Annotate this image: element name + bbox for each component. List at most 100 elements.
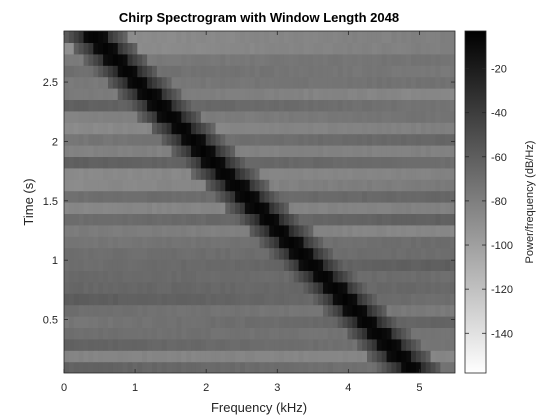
heatmap-cell [147,88,152,100]
heatmap-cell [98,54,103,66]
heatmap-cell [137,168,142,180]
heatmap-cell [74,225,79,237]
heatmap-cell [279,202,284,214]
heatmap-cell [240,168,245,180]
heatmap-cell [343,145,348,157]
heatmap-cell [284,77,289,89]
heatmap-cell [162,339,167,351]
heatmap-cell [313,99,318,111]
heatmap-cell [211,350,216,362]
heatmap-cell [240,282,245,294]
heatmap-cell [347,42,352,54]
heatmap-cell [108,213,113,225]
heatmap-cell [172,77,177,89]
heatmap-cell [391,316,396,328]
heatmap-cell [235,54,240,66]
heatmap-cell [181,54,186,66]
heatmap-cell [172,259,177,271]
heatmap-cell [382,156,387,168]
heatmap-cell [206,202,211,214]
heatmap-cell [426,179,431,191]
heatmap-cell [235,31,240,43]
heatmap-cell [132,54,137,66]
heatmap-cell [64,111,69,123]
heatmap-cell [118,54,123,66]
heatmap-cell [323,362,328,374]
heatmap-cell [328,77,333,89]
heatmap-cell [132,179,137,191]
heatmap-cell [382,339,387,351]
heatmap-cell [167,77,172,89]
heatmap-cell [103,179,108,191]
heatmap-cell [328,65,333,77]
heatmap-cell [431,88,436,100]
heatmap-cell [69,327,74,339]
heatmap-cell [93,259,98,271]
heatmap-cell [391,305,396,317]
heatmap-cell [431,270,436,282]
heatmap-cell [118,179,123,191]
heatmap-cell [74,122,79,134]
heatmap-cell [411,236,416,248]
heatmap-cell [132,122,137,134]
heatmap-cell [387,42,392,54]
heatmap-cell [152,202,157,214]
heatmap-cell [147,202,152,214]
heatmap-cell [308,145,313,157]
heatmap-cell [264,316,269,328]
heatmap-cell [152,316,157,328]
heatmap-cell [431,134,436,146]
heatmap-cell [245,293,250,305]
heatmap-cell [196,156,201,168]
heatmap-cell [318,191,323,203]
heatmap-cell [137,305,142,317]
heatmap-cell [328,179,333,191]
heatmap-cell [211,54,216,66]
heatmap-cell [157,156,162,168]
heatmap-cell [186,54,191,66]
heatmap-cell [362,213,367,225]
heatmap-cell [279,42,284,54]
heatmap-cell [240,316,245,328]
heatmap-cell [191,156,196,168]
heatmap-cell [260,77,265,89]
heatmap-cell [431,31,436,43]
heatmap-cell [64,77,69,89]
heatmap-cell [157,236,162,248]
heatmap-cell [416,179,421,191]
heatmap-cell [396,225,401,237]
heatmap-cell [284,316,289,328]
heatmap-cell [372,31,377,43]
heatmap-cell [108,248,113,260]
heatmap-cell [245,339,250,351]
heatmap-cell [367,31,372,43]
heatmap-cell [294,236,299,248]
heatmap-cell [435,339,440,351]
heatmap-cell [391,99,396,111]
heatmap-cell [352,305,357,317]
heatmap-cell [172,31,177,43]
heatmap-cell [411,202,416,214]
heatmap-cell [191,259,196,271]
heatmap-cell [435,42,440,54]
heatmap-cell [338,362,343,374]
heatmap-cell [260,213,265,225]
heatmap-cell [382,316,387,328]
heatmap-cell [421,111,426,123]
heatmap-cell [172,350,177,362]
heatmap-cell [435,122,440,134]
heatmap-cell [421,156,426,168]
heatmap-cell [406,339,411,351]
heatmap-cell [74,316,79,328]
heatmap-cell [230,122,235,134]
heatmap-cell [123,316,128,328]
heatmap-cell [206,145,211,157]
heatmap-cell [142,282,147,294]
heatmap-cell [435,134,440,146]
heatmap-cell [426,316,431,328]
heatmap-cell [279,362,284,374]
heatmap-cell [357,350,362,362]
heatmap-cell [289,31,294,43]
heatmap-cell [274,282,279,294]
heatmap-cell [220,54,225,66]
